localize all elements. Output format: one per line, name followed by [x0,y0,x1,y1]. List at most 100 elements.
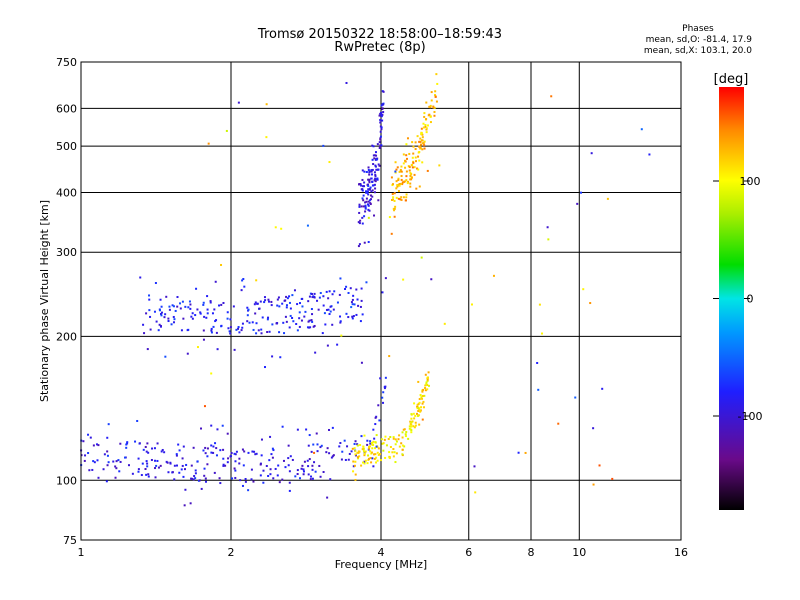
data-point [237,101,240,104]
data-point [375,415,378,418]
data-point [371,189,374,192]
data-point [119,460,122,463]
data-point [255,322,258,325]
data-point [417,145,420,148]
data-point [274,226,277,229]
data-point [298,317,301,320]
data-point [295,322,298,325]
data-point [313,461,316,464]
data-point [203,405,206,408]
data-point [269,468,272,471]
data-point [134,440,137,443]
data-point [374,180,377,183]
data-point [375,178,378,181]
data-point [222,463,225,466]
data-point [181,457,184,460]
data-point [148,309,151,312]
data-point [214,320,217,323]
data-point [262,469,265,472]
data-point [409,174,412,177]
data-point [375,456,378,459]
data-point [250,468,253,471]
data-point [367,208,370,211]
data-point [311,464,314,467]
data-point [375,434,378,437]
data-point [401,444,404,447]
data-point [420,147,423,150]
data-point [285,320,288,323]
data-point [395,180,398,183]
data-point [160,305,163,308]
data-point [271,323,274,326]
data-point [210,424,213,427]
data-point [206,447,209,450]
data-point [177,443,180,446]
data-point [368,178,371,181]
data-point [411,156,414,159]
data-point [373,214,376,217]
data-point [147,475,150,478]
data-point [368,199,371,202]
data-point [394,461,397,464]
data-point [367,241,370,244]
data-point [404,180,407,183]
data-point [366,462,369,465]
data-point [229,318,232,321]
data-point [360,435,363,438]
data-point [393,451,396,454]
data-point [318,464,321,467]
data-point [348,452,351,455]
data-point [234,469,237,472]
data-point [363,170,366,173]
data-point [186,352,189,355]
data-point [382,449,385,452]
data-point [172,315,175,318]
data-point [382,111,385,114]
chart-subtitle: RwPretec (8p) [334,40,426,55]
data-point [419,409,422,412]
data-point [142,323,145,326]
data-point [421,395,424,398]
data-point [434,94,437,97]
data-point [319,446,322,449]
data-point [411,420,414,423]
data-point [381,119,384,122]
data-point [202,303,205,306]
data-point [263,301,266,304]
data-point [347,458,350,461]
data-point [362,194,365,197]
data-point [364,204,367,207]
data-point [433,110,436,113]
data-point [191,312,194,315]
data-point [400,196,403,199]
data-point [376,177,379,180]
data-point [430,278,433,281]
data-point [142,448,145,451]
data-point [418,159,421,162]
data-point [265,136,268,139]
data-point [196,460,199,463]
data-point [160,312,163,315]
data-point [398,170,401,173]
data-point [147,451,150,454]
data-point [371,184,374,187]
data-point [392,436,395,439]
data-point [410,431,413,434]
data-point [412,160,415,163]
data-point [258,307,261,310]
data-point [592,483,595,486]
data-point [422,122,425,125]
data-point [145,312,148,315]
data-point [427,114,430,117]
data-point [381,442,384,445]
data-point [316,299,319,302]
data-point [368,188,371,191]
data-point [412,145,415,148]
data-point [384,456,387,459]
data-point [388,216,391,219]
data-point [153,310,156,313]
data-point [367,446,370,449]
data-point [375,445,378,448]
data-point [206,455,209,458]
y-tick-label: 750 [56,56,77,69]
